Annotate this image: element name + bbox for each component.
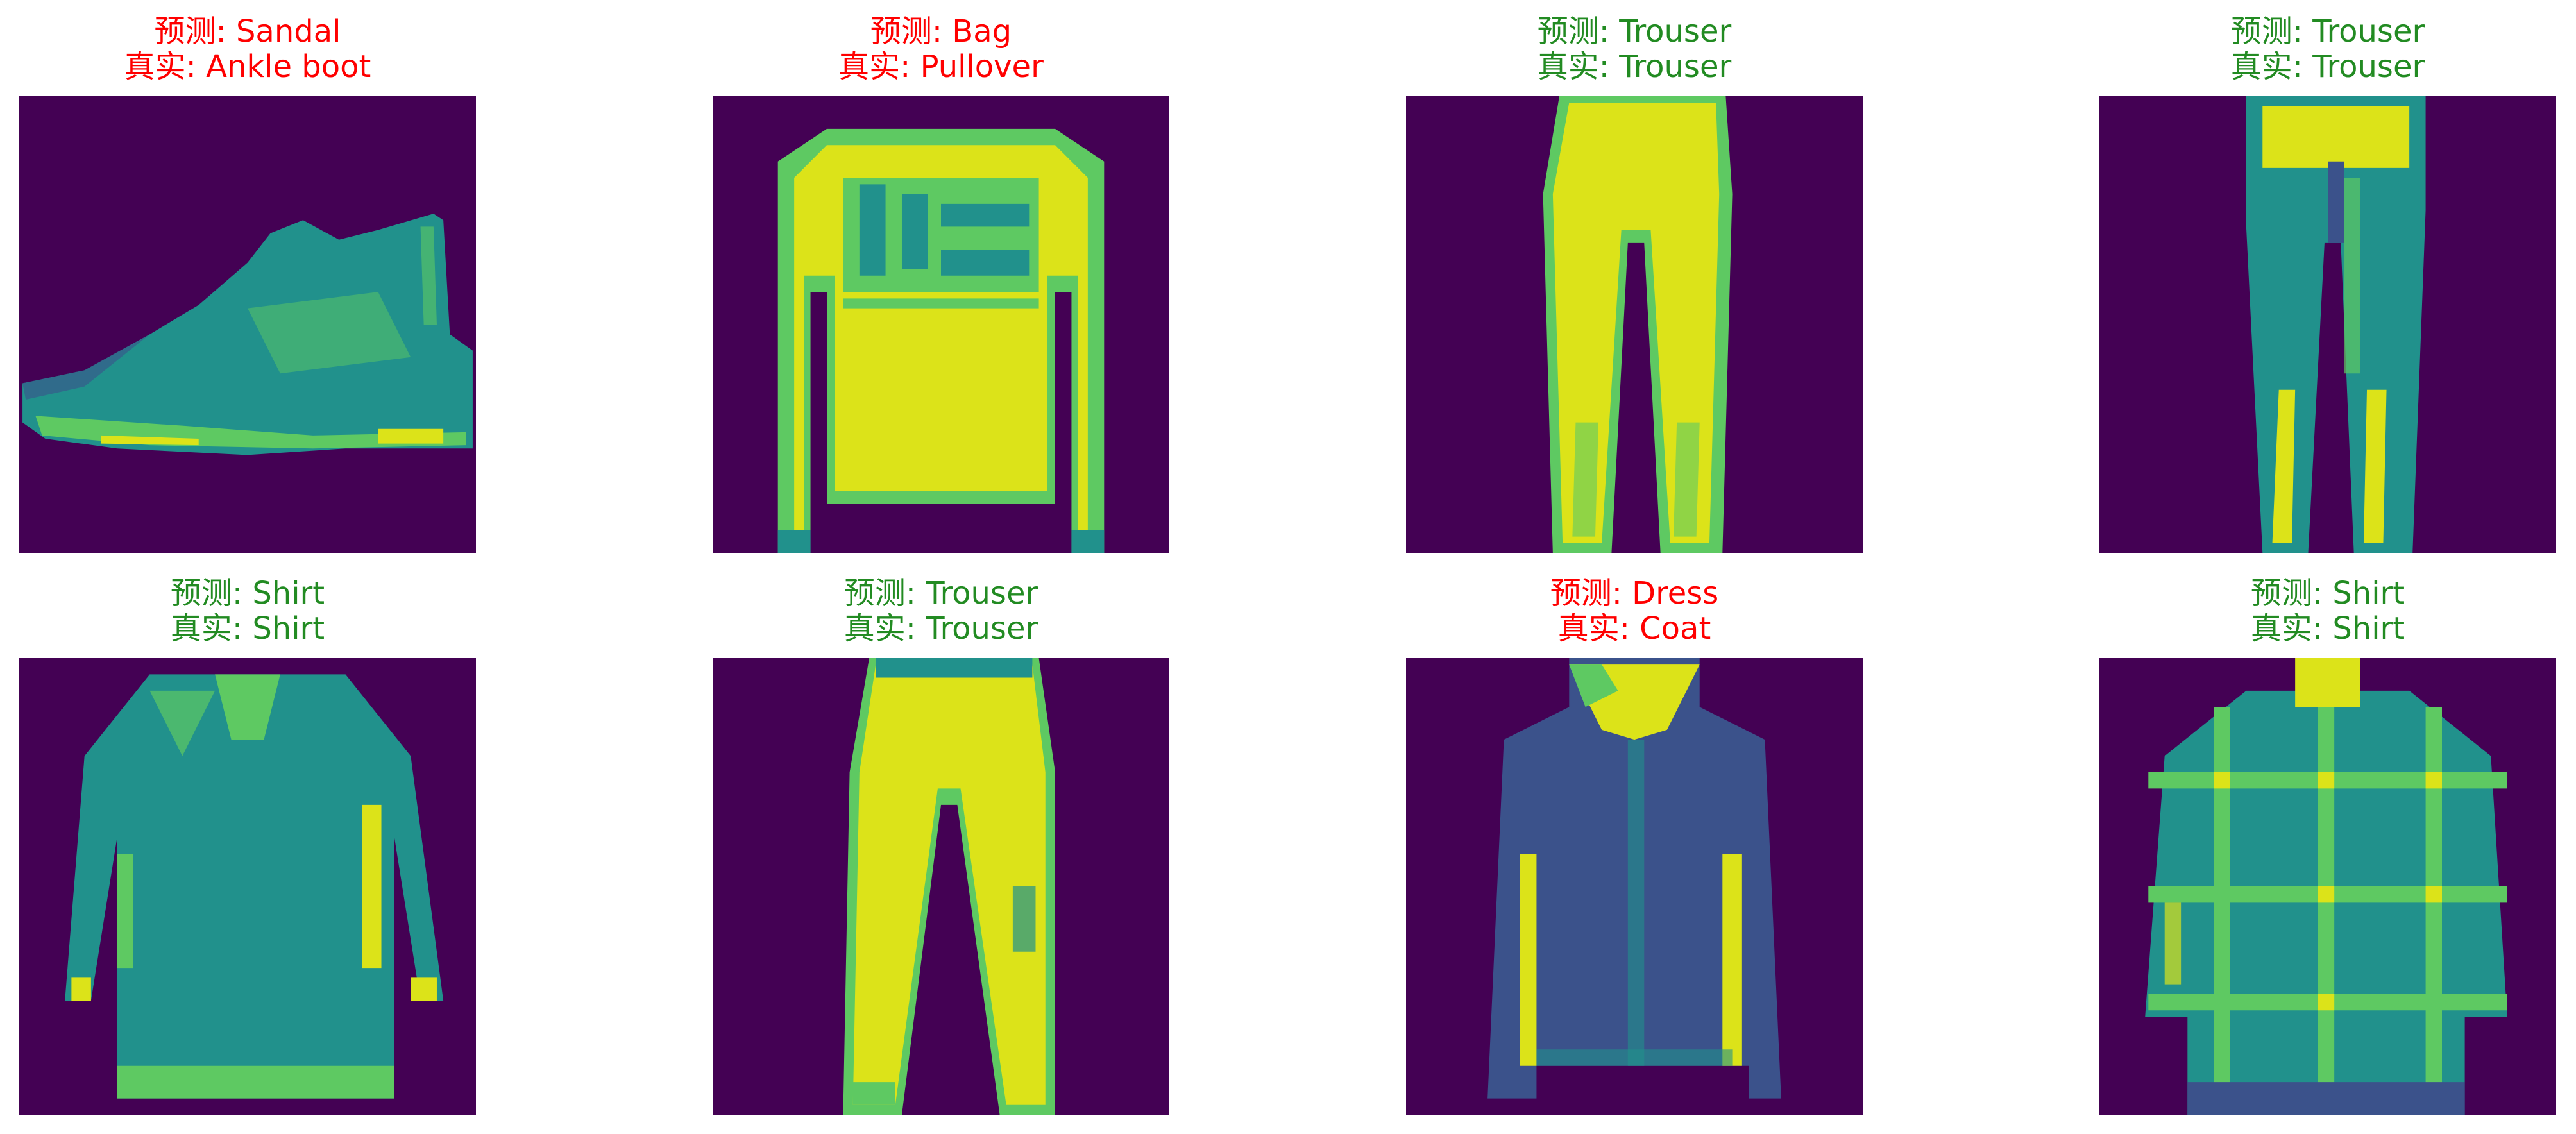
prediction-label: 预测: Dress — [1550, 575, 1719, 611]
prediction-label: 预测: Shirt — [170, 575, 325, 611]
trouser-image — [2099, 96, 2556, 553]
panel-title: 预测: Bag 真实: Pullover — [636, 14, 1246, 85]
prediction-label: 预测: Trouser — [843, 575, 1038, 611]
ground-truth-label: 真实: Shirt — [2250, 611, 2405, 647]
shirt-image — [2099, 658, 2556, 1115]
trouser-image — [1406, 96, 1863, 553]
ground-truth-label: 真实: Pullover — [838, 49, 1044, 85]
coat-image — [1406, 658, 1863, 1115]
pullover-image — [713, 96, 1169, 553]
prediction-label: 预测: Shirt — [2250, 575, 2405, 611]
panel-title: 预测: Sandal 真实: Ankle boot — [0, 14, 553, 85]
ground-truth-label: 真实: Trouser — [843, 611, 1038, 647]
prediction-label: 预测: Sandal — [154, 13, 341, 49]
prediction-label: 预测: Trouser — [2230, 13, 2425, 49]
panel-title: 预测: Dress 真实: Coat — [1329, 576, 1940, 647]
panel-title: 预测: Shirt 真实: Shirt — [0, 576, 553, 647]
ground-truth-label: 真实: Ankle boot — [124, 49, 371, 85]
ground-truth-label: 真实: Trouser — [2230, 49, 2425, 85]
ground-truth-label: 真实: Trouser — [1537, 49, 1732, 85]
ground-truth-label: 真实: Shirt — [170, 611, 325, 647]
prediction-label: 预测: Bag — [870, 13, 1012, 49]
panel-title: 预测: Trouser 真实: Trouser — [1329, 14, 1940, 85]
ankle-boot-image — [19, 96, 476, 553]
panel-title: 预测: Trouser 真实: Trouser — [2022, 14, 2576, 85]
ground-truth-label: 真实: Coat — [1557, 611, 1711, 647]
prediction-label: 预测: Trouser — [1537, 13, 1732, 49]
panel-title: 预测: Trouser 真实: Trouser — [636, 576, 1246, 647]
panel-title: 预测: Shirt 真实: Shirt — [2022, 576, 2576, 647]
shirt-image — [19, 658, 476, 1115]
trouser-image — [713, 658, 1169, 1115]
